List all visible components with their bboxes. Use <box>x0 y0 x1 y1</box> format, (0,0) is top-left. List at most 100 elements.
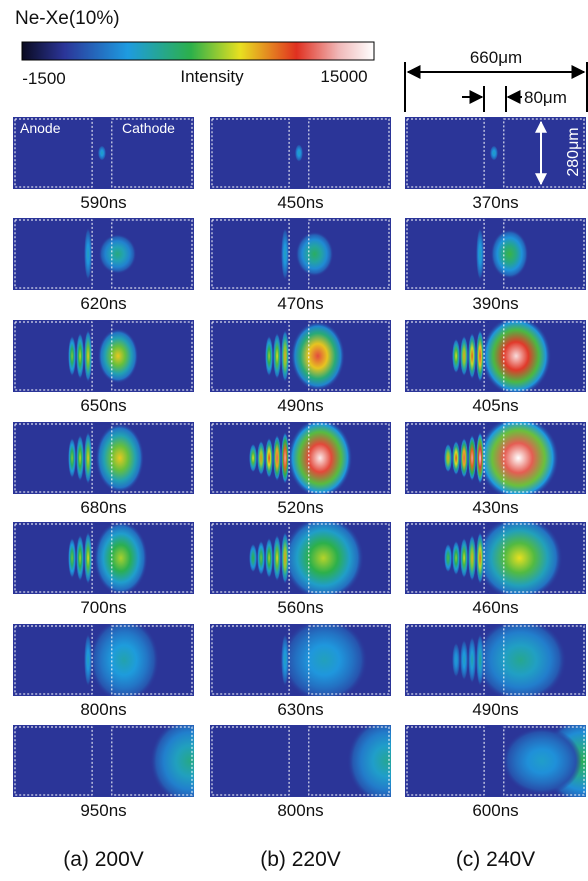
frame-panel <box>210 117 391 189</box>
time-label: 620ns <box>80 294 126 313</box>
stripe <box>273 435 281 482</box>
time-label: 490ns <box>472 700 518 719</box>
stripe <box>476 634 484 687</box>
colorbar-label: Intensity <box>180 67 244 86</box>
time-label: 470ns <box>277 294 323 313</box>
stripe <box>468 435 476 482</box>
frame-panel <box>13 320 194 392</box>
frame-panel <box>405 416 586 501</box>
stripe <box>249 444 257 473</box>
stripe <box>281 432 289 485</box>
frame-panel <box>405 117 586 189</box>
glow <box>295 144 303 162</box>
glow <box>475 618 567 703</box>
time-label: 390ns <box>472 294 518 313</box>
stripe <box>468 333 476 380</box>
panels: 590ns 620ns 650ns 680ns 700ns 800ns 950ns (a) 2… <box>13 117 588 871</box>
glow <box>478 416 559 501</box>
time-label: 800ns <box>80 700 126 719</box>
stripe <box>68 336 76 377</box>
discharge-glow <box>98 146 106 161</box>
stripe <box>468 535 476 582</box>
time-label: 950ns <box>80 801 126 820</box>
stripe <box>452 441 460 476</box>
stripe <box>68 538 76 579</box>
gap-label: 80μm <box>524 88 567 107</box>
stripe <box>468 637 476 684</box>
stripe <box>84 532 92 585</box>
frame-panel <box>13 422 194 494</box>
discharge-glow <box>281 618 368 703</box>
stripe <box>84 634 92 687</box>
stripe <box>452 541 460 576</box>
stripe <box>265 538 273 579</box>
glow <box>98 329 138 384</box>
stripe <box>452 339 460 374</box>
cathode-label: Cathode <box>122 120 175 136</box>
stripe <box>84 432 92 485</box>
glow <box>296 232 334 277</box>
frame-panel <box>210 516 391 601</box>
time-label: 405ns <box>472 396 518 415</box>
time-label: 560ns <box>277 598 323 617</box>
glow <box>490 146 498 161</box>
time-label: 680ns <box>80 498 126 517</box>
stripe <box>281 228 289 281</box>
time-label: 460ns <box>472 598 518 617</box>
time-label: 520ns <box>277 498 323 517</box>
discharge-glow <box>295 144 303 162</box>
glow <box>481 316 551 396</box>
frame-panel <box>13 717 230 805</box>
colorbar-min: -1500 <box>22 69 65 88</box>
frame-panel <box>405 316 586 396</box>
figure: Ne-Xe(10%) -1500 Intensity 15000 660μm 8… <box>0 0 588 881</box>
time-label: 490ns <box>277 396 323 415</box>
time-label: 650ns <box>80 396 126 415</box>
stripe <box>76 535 84 582</box>
column-label: (a) 200V <box>63 848 144 871</box>
stripe <box>265 438 273 479</box>
stripe <box>281 330 289 383</box>
frame-panel <box>210 320 391 392</box>
stripe <box>257 441 265 476</box>
title: Ne-Xe(10%) <box>15 8 120 29</box>
glow <box>89 618 159 703</box>
time-label: 600ns <box>472 801 518 820</box>
time-label: 800ns <box>277 801 323 820</box>
stripe <box>460 438 468 479</box>
glow <box>95 423 144 493</box>
column-label: (b) 220V <box>260 848 341 871</box>
glow <box>281 618 367 703</box>
stripe <box>476 532 484 585</box>
stripe <box>281 634 289 687</box>
glow <box>283 516 364 601</box>
stripe <box>476 330 484 383</box>
frame-panel <box>405 717 588 805</box>
stripe <box>476 432 484 485</box>
stripe <box>460 640 468 681</box>
stripe <box>452 643 460 678</box>
glow <box>94 521 148 596</box>
time-label: 590ns <box>80 193 126 212</box>
glow <box>291 321 345 391</box>
stripe <box>273 535 281 582</box>
frame-panel <box>210 717 427 805</box>
time-label: 370ns <box>472 193 518 212</box>
stripe <box>460 336 468 377</box>
stripe <box>257 541 265 576</box>
glow <box>98 146 106 161</box>
discharge-glow <box>490 146 498 161</box>
stripe <box>76 435 84 482</box>
stripe <box>249 544 257 573</box>
stripe <box>460 538 468 579</box>
frame-panel <box>405 618 586 703</box>
stripe <box>84 228 92 281</box>
glow <box>502 727 582 795</box>
time-label: 700ns <box>80 598 126 617</box>
frame-panel <box>210 618 391 703</box>
stripe <box>68 438 76 479</box>
stripe <box>265 336 273 377</box>
stripe <box>273 333 281 380</box>
frame-panel <box>210 218 391 290</box>
stripe <box>444 544 452 573</box>
